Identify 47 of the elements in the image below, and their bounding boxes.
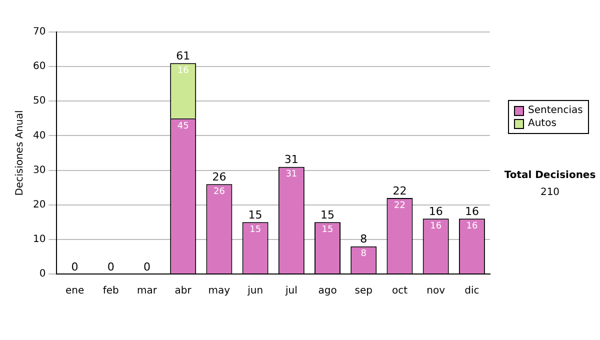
x-tick-label: mar: [137, 286, 158, 297]
x-tick-label: dic: [464, 286, 480, 297]
data-label: 31: [286, 170, 298, 180]
x-tick-label: ene: [65, 286, 84, 297]
text: 210: [539, 187, 561, 198]
y-tick-label: 40: [32, 130, 46, 142]
y-tick-label: 0: [39, 268, 46, 280]
y-tick-label: 10: [32, 234, 46, 246]
total-label: 26: [212, 170, 226, 184]
x-tick-label: jun: [246, 286, 264, 297]
total-label: 0: [143, 260, 150, 274]
total-label: 0: [71, 260, 78, 274]
legend-label: Sentencias: [528, 104, 583, 117]
data-label: 15: [322, 224, 334, 235]
total-label: 31: [284, 153, 298, 166]
y-tick-label: 60: [32, 61, 46, 72]
y-tick-label: 70: [32, 26, 46, 38]
y-tick-label: 30: [32, 164, 46, 176]
data-label: 16: [177, 66, 190, 76]
total-label: 15: [320, 208, 335, 222]
data-label: 26: [213, 186, 226, 197]
total-label: 0: [107, 260, 114, 274]
y-tick-label: 20: [32, 199, 46, 210]
total-label: 8: [360, 232, 368, 246]
x-tick-label: ago: [318, 286, 337, 297]
x-tick-label: abr: [174, 286, 192, 297]
y-tick-label: 50: [32, 96, 46, 107]
total-label: 16: [428, 205, 443, 218]
data-label: 16: [466, 222, 478, 232]
x-tick-label: jul: [284, 286, 298, 297]
data-label: 45: [177, 121, 189, 132]
data-label: 8: [360, 249, 367, 260]
data-label: 22: [394, 200, 406, 211]
legend-label: Autos: [528, 117, 556, 130]
total-label: 15: [248, 208, 262, 222]
total-label: 61: [176, 49, 190, 62]
y-axis-title: Decisiones Anual: [14, 110, 26, 196]
total-label: 22: [392, 184, 407, 198]
x-tick-label: feb: [102, 286, 119, 297]
x-tick-label: oct: [392, 286, 408, 297]
x-tick-label: sep: [354, 286, 372, 297]
total-label: 16: [464, 205, 479, 218]
text: Total Decisiones: [503, 170, 597, 181]
data-label: 16: [430, 222, 442, 232]
data-label: 15: [250, 224, 262, 235]
x-tick-label: nov: [426, 286, 446, 297]
x-tick-label: may: [208, 286, 230, 297]
